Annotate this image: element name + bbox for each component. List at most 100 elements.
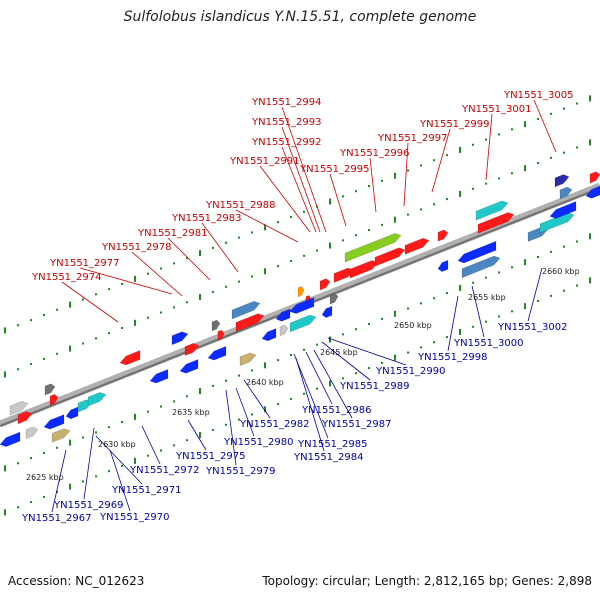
label-leader [327,337,407,366]
map-title: Sulfolobus islandicus Y.N.15.51, complet… [123,9,477,25]
forward-gene-label: YN1551_2996 [339,148,410,159]
track-tick [472,187,474,190]
reverse-gene-label: YN1551_2972 [129,465,200,476]
track-tick [537,255,539,258]
track-tick [134,275,136,282]
track-tick [563,245,565,248]
label-leader [533,99,557,153]
track-tick [381,317,383,320]
label-leader [235,209,299,243]
track-tick [355,372,357,375]
track-tick [290,259,292,262]
track-tick [108,426,110,429]
track-tick [17,462,19,465]
track-tick [199,250,201,257]
track-tick [56,352,58,355]
track-tick [303,348,305,351]
track-tick [407,169,409,172]
gene-arrow [437,229,449,242]
track-tick [368,367,370,370]
gene-arrow [149,368,169,384]
label-leader [167,237,211,281]
track-tick [43,495,45,498]
label-leader [321,341,371,381]
track-tick [134,413,136,420]
track-tick [329,242,331,249]
gene-arrow [231,300,261,320]
gene-arrow [261,328,277,342]
track-tick [511,266,513,269]
track-tick [316,249,318,252]
scale-label: 2635 kbp [172,408,210,417]
track-tick [17,324,19,327]
track-tick [277,403,279,406]
forward-gene-label: YN1551_3005 [503,90,574,101]
label-leader [471,285,485,338]
track-tick [108,288,110,291]
track-tick [30,457,32,460]
track-tick [264,406,266,413]
track-tick [459,328,461,335]
track-tick [511,172,513,175]
reverse-gene-label: YN1551_3000 [453,338,524,349]
track-tick [238,236,240,239]
track-tick [290,353,292,356]
reverse-gene-label: YN1551_2986 [301,405,372,416]
reverse-gene-label: YN1551_2975 [175,451,246,462]
track-tick [43,313,45,316]
track-tick [394,310,396,317]
gene-arrow [0,431,21,447]
track-tick [433,203,435,206]
track-tick [121,465,123,468]
gene-arrow [207,345,227,361]
track-tick [394,172,396,179]
reverse-gene-label: YN1551_3002 [497,322,568,333]
track-tick [498,133,500,136]
forward-gene-label: YN1551_2999 [419,119,490,130]
label-leader [259,165,311,233]
track-tick [420,346,422,349]
track-tick [485,138,487,141]
label-leader [281,106,327,233]
track-tick [212,290,214,293]
track-tick [147,454,149,457]
scale-label: 2645 kbp [320,348,358,357]
track-tick [342,239,344,242]
track-tick [550,294,552,297]
track-tick [563,151,565,154]
track-tick [537,161,539,164]
track-tick [147,316,149,319]
track-tick [160,405,162,408]
gene-arrow [289,297,315,314]
gene-arrow [585,185,600,199]
forward-gene-label: YN1551_2994 [251,97,322,108]
track-tick [225,285,227,288]
track-tick [524,259,526,266]
track-tick [199,294,201,301]
forward-gene-label: YN1551_2983 [171,213,242,224]
forward-gene-label: YN1551_2993 [251,117,322,128]
scale-label: 2640 kbp [246,378,284,387]
track-tick [485,320,487,323]
gene-arrow [9,401,29,416]
gene-arrow [554,174,570,188]
track-tick [550,112,552,115]
track-tick [238,374,240,377]
track-tick [472,143,474,146]
track-tick [160,449,162,452]
track-tick [43,451,45,454]
track-tick [277,359,279,362]
track-tick [589,277,591,284]
forward-gene-label: YN1551_2981 [137,228,208,239]
track-tick [212,428,214,431]
track-tick [251,275,253,278]
gene-arrow [477,212,515,234]
gene-arrow [25,426,39,440]
forward-gene-label: YN1551_2991 [229,156,300,167]
track-tick [446,198,448,201]
scale-label: 2660 kbp [542,267,580,276]
track-tick [290,215,292,218]
track-tick [368,229,370,232]
track-tick [459,190,461,197]
